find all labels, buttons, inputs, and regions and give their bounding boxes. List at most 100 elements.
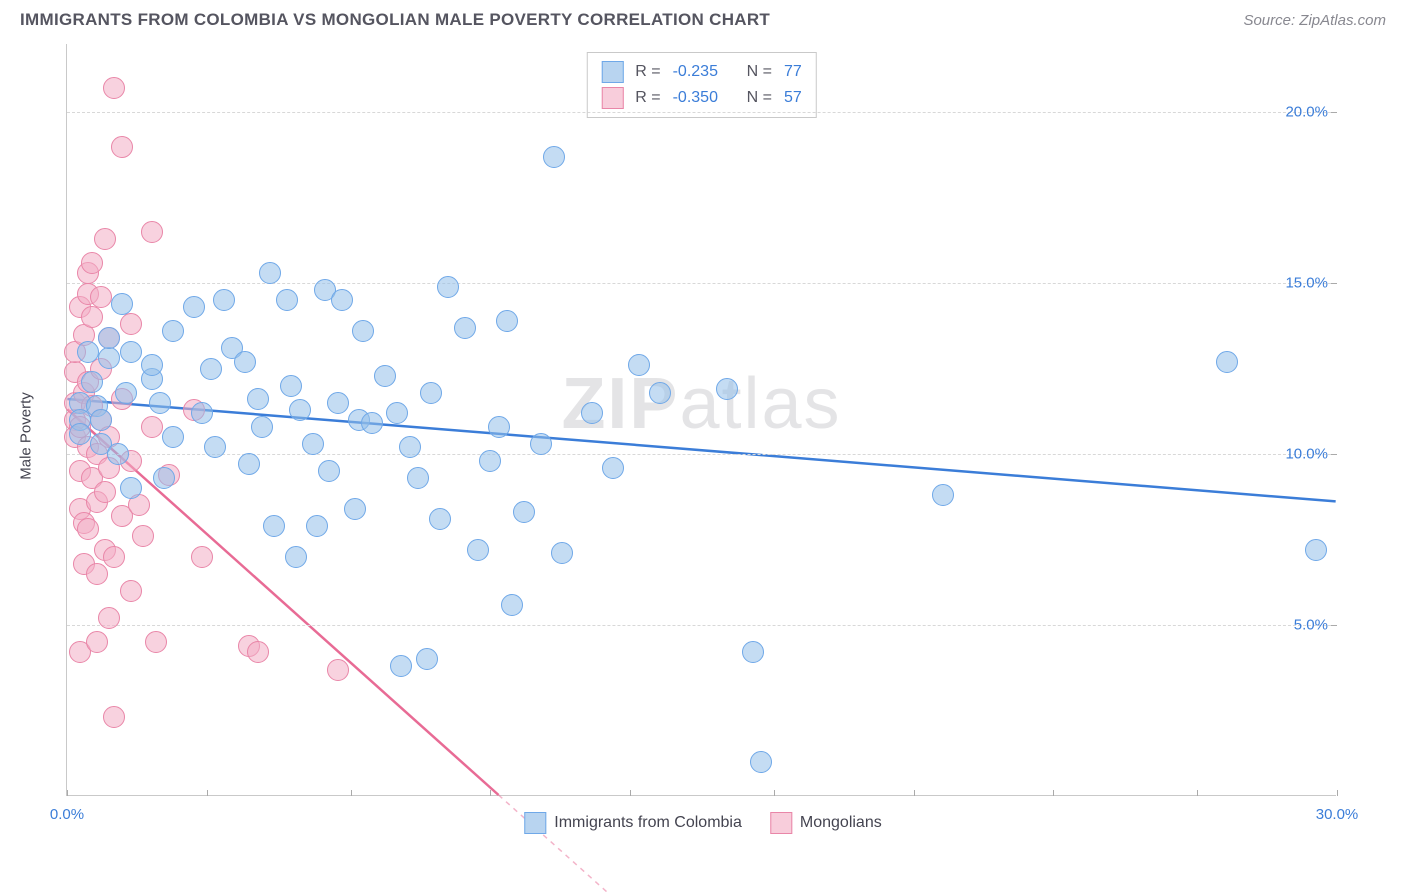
legend-stats: R =-0.235N =77 R = -0.350 N = 57 bbox=[586, 52, 816, 118]
scatter-point bbox=[479, 450, 501, 472]
legend-r-value: -0.350 bbox=[673, 89, 735, 107]
x-tick-mark bbox=[630, 790, 631, 796]
scatter-point bbox=[69, 423, 91, 445]
scatter-point bbox=[488, 416, 510, 438]
gridline-h bbox=[67, 112, 1336, 113]
scatter-point bbox=[318, 460, 340, 482]
scatter-point bbox=[374, 365, 396, 387]
x-tick-mark bbox=[67, 790, 68, 796]
trend-line-dashed bbox=[499, 795, 647, 892]
chart-title: IMMIGRANTS FROM COLOMBIA VS MONGOLIAN MA… bbox=[20, 10, 770, 30]
scatter-point bbox=[111, 293, 133, 315]
legend-swatch bbox=[524, 812, 546, 834]
legend-series-item: Immigrants from Colombia bbox=[524, 812, 742, 834]
scatter-point bbox=[77, 518, 99, 540]
scatter-point bbox=[81, 306, 103, 328]
scatter-point bbox=[86, 631, 108, 653]
legend-stat-row: R = -0.350 N = 57 bbox=[601, 85, 801, 111]
x-tick-mark bbox=[914, 790, 915, 796]
chart-header: IMMIGRANTS FROM COLOMBIA VS MONGOLIAN MA… bbox=[0, 0, 1406, 36]
legend-series-label: Immigrants from Colombia bbox=[554, 814, 742, 832]
scatter-point bbox=[1305, 539, 1327, 561]
scatter-point bbox=[263, 515, 285, 537]
legend-series-label: Mongolians bbox=[800, 814, 882, 832]
scatter-point bbox=[77, 341, 99, 363]
scatter-point bbox=[344, 498, 366, 520]
legend-n-value: 57 bbox=[784, 89, 802, 107]
x-tick-label: 30.0% bbox=[1316, 806, 1359, 823]
scatter-point bbox=[149, 392, 171, 414]
scatter-point bbox=[115, 382, 137, 404]
gridline-h bbox=[67, 454, 1336, 455]
scatter-point bbox=[162, 320, 184, 342]
scatter-point bbox=[213, 289, 235, 311]
scatter-point bbox=[416, 648, 438, 670]
chart-container: Male Poverty ZIPatlas R =-0.235N =77R =-… bbox=[20, 36, 1386, 836]
scatter-point bbox=[98, 347, 120, 369]
scatter-point bbox=[513, 501, 535, 523]
scatter-point bbox=[581, 402, 603, 424]
y-tick-mark bbox=[1331, 112, 1337, 113]
y-tick-label: 20.0% bbox=[1285, 104, 1328, 121]
scatter-point bbox=[280, 375, 302, 397]
scatter-point bbox=[191, 546, 213, 568]
scatter-point bbox=[649, 382, 671, 404]
scatter-point bbox=[276, 289, 298, 311]
legend-n-label: N = bbox=[747, 89, 772, 107]
scatter-point bbox=[103, 706, 125, 728]
scatter-point bbox=[98, 327, 120, 349]
scatter-point bbox=[132, 525, 154, 547]
legend-r-label: R = bbox=[635, 89, 660, 107]
scatter-point bbox=[551, 542, 573, 564]
scatter-point bbox=[454, 317, 476, 339]
scatter-point bbox=[331, 289, 353, 311]
scatter-point bbox=[191, 402, 213, 424]
watermark: ZIPatlas bbox=[561, 363, 841, 445]
legend-swatch bbox=[770, 812, 792, 834]
scatter-point bbox=[107, 443, 129, 465]
scatter-point bbox=[501, 594, 523, 616]
scatter-point bbox=[386, 402, 408, 424]
scatter-point bbox=[302, 433, 324, 455]
scatter-point bbox=[90, 409, 112, 431]
scatter-point bbox=[420, 382, 442, 404]
y-tick-label: 5.0% bbox=[1294, 617, 1328, 634]
legend-r-value: -0.235 bbox=[673, 63, 735, 81]
scatter-point bbox=[407, 467, 429, 489]
x-tick-label: 0.0% bbox=[50, 806, 84, 823]
scatter-point bbox=[259, 262, 281, 284]
scatter-point bbox=[94, 481, 116, 503]
scatter-point bbox=[98, 607, 120, 629]
scatter-point bbox=[141, 354, 163, 376]
scatter-point bbox=[120, 341, 142, 363]
x-tick-mark bbox=[774, 790, 775, 796]
x-tick-mark bbox=[1337, 790, 1338, 796]
scatter-point bbox=[289, 399, 311, 421]
scatter-point bbox=[399, 436, 421, 458]
legend-swatch bbox=[601, 61, 623, 83]
gridline-h bbox=[67, 625, 1336, 626]
x-tick-mark bbox=[1053, 790, 1054, 796]
scatter-point bbox=[234, 351, 256, 373]
scatter-point bbox=[361, 412, 383, 434]
scatter-point bbox=[141, 221, 163, 243]
scatter-point bbox=[251, 416, 273, 438]
scatter-point bbox=[153, 467, 175, 489]
scatter-point bbox=[200, 358, 222, 380]
scatter-point bbox=[90, 286, 112, 308]
y-tick-mark bbox=[1331, 625, 1337, 626]
scatter-point bbox=[306, 515, 328, 537]
legend-series: Immigrants from Colombia Mongolians bbox=[524, 812, 881, 834]
scatter-point bbox=[94, 228, 116, 250]
x-tick-mark bbox=[490, 790, 491, 796]
scatter-point bbox=[602, 457, 624, 479]
scatter-point bbox=[86, 563, 108, 585]
legend-n-value: 77 bbox=[784, 63, 802, 81]
scatter-point bbox=[327, 392, 349, 414]
x-tick-mark bbox=[351, 790, 352, 796]
scatter-point bbox=[103, 546, 125, 568]
y-tick-label: 10.0% bbox=[1285, 446, 1328, 463]
scatter-point bbox=[247, 641, 269, 663]
scatter-point bbox=[429, 508, 451, 530]
legend-stat-row: R =-0.235N =77 bbox=[601, 59, 801, 85]
